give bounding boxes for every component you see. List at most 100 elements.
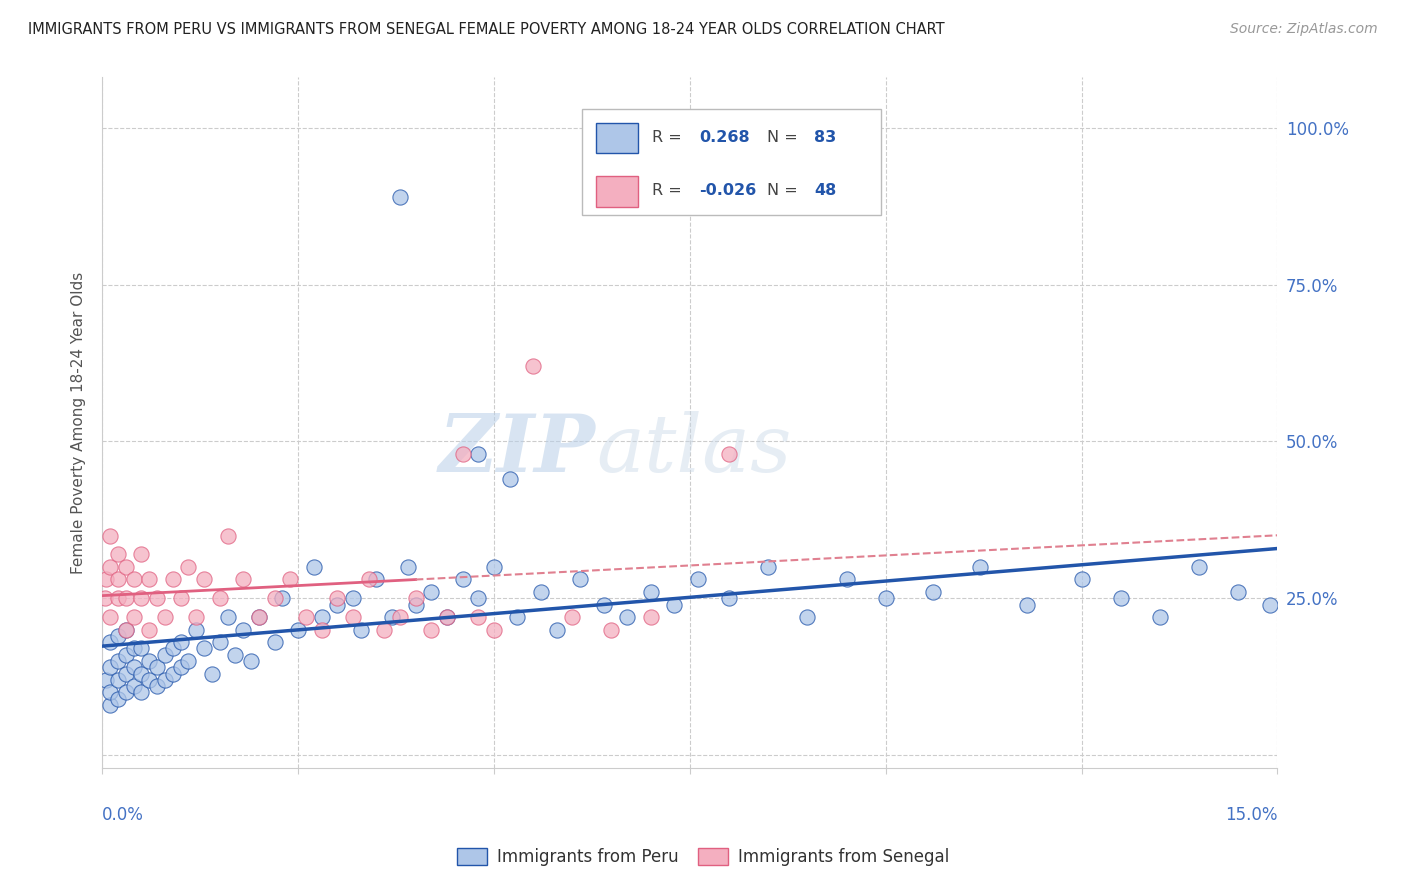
Point [107,573,129,587]
Point [467,591,489,606]
Point [640,610,662,624]
Point [153,648,176,662]
Point [875,591,897,606]
Point [107,654,129,668]
Point [131,547,153,561]
Point [122,573,145,587]
Point [1227,585,1250,599]
Point [107,591,129,606]
Point [122,679,145,693]
FancyBboxPatch shape [582,109,882,216]
Point [311,610,333,624]
Point [138,623,160,637]
Point [546,623,568,637]
Point [122,660,145,674]
Point [420,585,443,599]
Point [94,673,117,687]
Point [295,610,318,624]
Point [146,660,169,674]
Point [451,447,474,461]
Point [107,691,129,706]
Text: IMMIGRANTS FROM PERU VS IMMIGRANTS FROM SENEGAL FEMALE POVERTY AMONG 18-24 YEAR : IMMIGRANTS FROM PERU VS IMMIGRANTS FROM … [28,22,945,37]
Point [138,673,160,687]
Point [131,591,153,606]
Point [388,189,411,203]
Point [366,573,388,587]
Point [969,560,991,574]
Point [114,685,136,699]
Point [1015,598,1038,612]
Point [162,573,184,587]
Text: 48: 48 [814,183,837,198]
Text: -0.026: -0.026 [699,183,756,198]
Point [240,654,263,668]
Point [311,623,333,637]
Point [436,610,458,624]
Point [169,591,191,606]
Text: atlas: atlas [596,411,792,489]
Point [796,610,818,624]
Point [271,591,294,606]
FancyBboxPatch shape [596,123,638,153]
Point [114,623,136,637]
Point [138,654,160,668]
Text: Source: ZipAtlas.com: Source: ZipAtlas.com [1230,22,1378,37]
Point [114,591,136,606]
Point [482,623,505,637]
Point [342,610,364,624]
Point [177,654,200,668]
Legend: Immigrants from Peru, Immigrants from Senegal: Immigrants from Peru, Immigrants from Se… [450,841,956,873]
Point [263,591,285,606]
Point [921,585,943,599]
Point [326,591,349,606]
Point [114,666,136,681]
Point [107,673,129,687]
Point [131,685,153,699]
Point [114,560,136,574]
Point [122,610,145,624]
Point [1109,591,1132,606]
Point [718,447,741,461]
Point [114,648,136,662]
Point [98,660,121,674]
Point [153,673,176,687]
Point [247,610,270,624]
Text: R =: R = [652,130,682,145]
Point [357,573,380,587]
Point [114,623,136,637]
Point [350,623,373,637]
Point [98,685,121,699]
Point [451,573,474,587]
FancyBboxPatch shape [596,176,638,207]
Point [107,547,129,561]
Point [467,447,489,461]
Point [177,560,200,574]
Point [232,573,254,587]
Point [600,623,623,637]
Point [1282,573,1305,587]
Point [122,641,145,656]
Point [287,623,309,637]
Text: ZIP: ZIP [439,411,596,489]
Point [835,573,858,587]
Point [98,698,121,712]
Point [94,573,117,587]
Text: N =: N = [768,130,799,145]
Point [201,666,224,681]
Point [640,585,662,599]
Point [146,679,169,693]
Point [302,560,325,574]
Point [592,598,614,612]
Point [186,623,208,637]
Point [107,629,129,643]
Point [131,666,153,681]
Point [522,359,544,373]
Point [169,660,191,674]
Point [1188,560,1211,574]
Point [208,635,231,649]
Point [1070,573,1092,587]
Point [93,591,115,606]
Point [193,573,215,587]
Point [436,610,458,624]
Point [138,573,160,587]
